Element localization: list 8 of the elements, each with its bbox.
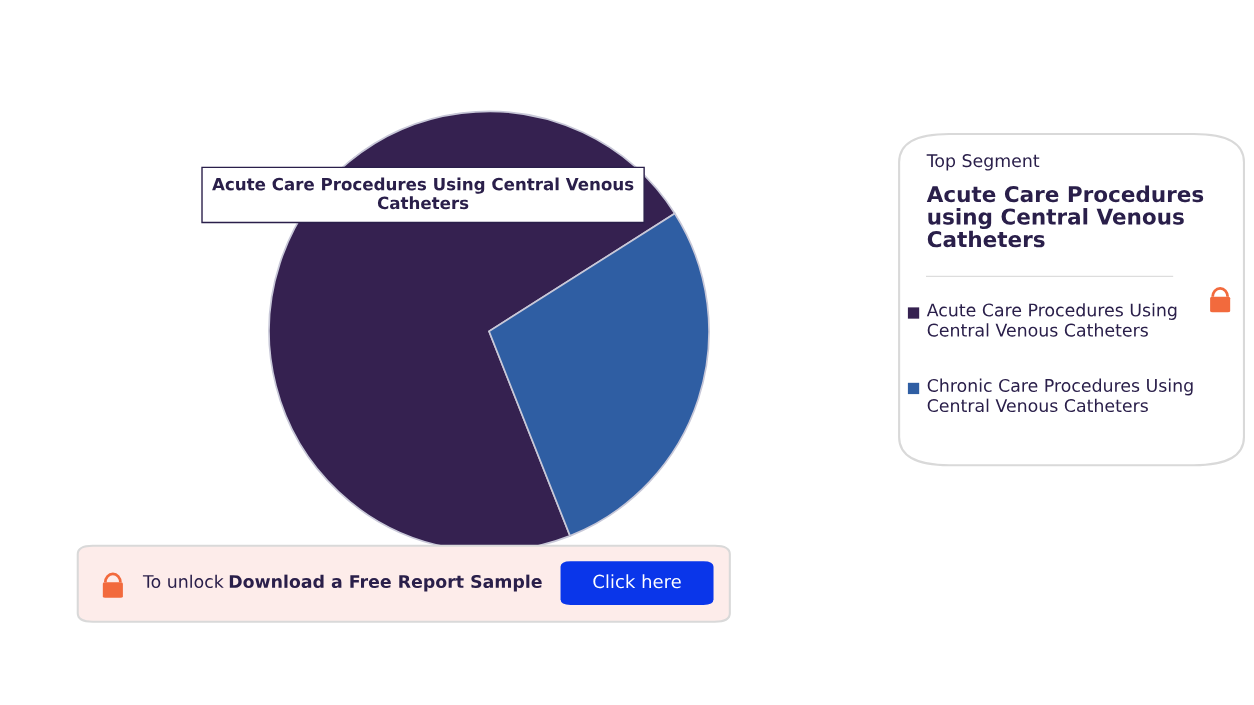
legend-label: Acute Care Procedures Using Central Venous Catheters	[926, 303, 1177, 337]
text: Acute Care Procedures Using Central Venous Catheters	[212, 177, 634, 210]
text: To unlock	[142, 574, 224, 589]
text: Top Segment	[926, 154, 1040, 171]
text: Click here	[593, 574, 681, 589]
text: Download a Free Report Sample	[229, 574, 542, 592]
legend-label: Chronic Care Procedures Using Central Venous Catheters	[927, 378, 1193, 413]
text: Acute Care Procedures using Central Venous Catheters	[926, 185, 1204, 248]
